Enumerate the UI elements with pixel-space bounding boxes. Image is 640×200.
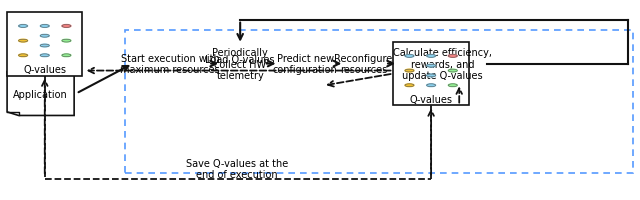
Circle shape	[62, 25, 71, 28]
Text: Save Q-values at the
end of execution: Save Q-values at the end of execution	[186, 158, 288, 179]
Text: Reconfigure
resources: Reconfigure resources	[334, 54, 392, 75]
Circle shape	[448, 55, 457, 58]
Circle shape	[405, 70, 414, 73]
Circle shape	[62, 40, 71, 43]
Circle shape	[427, 55, 436, 58]
Circle shape	[19, 25, 28, 28]
FancyBboxPatch shape	[7, 13, 83, 76]
Circle shape	[448, 70, 457, 73]
Circle shape	[405, 55, 414, 58]
Circle shape	[427, 65, 436, 68]
Text: Load Q-values: Load Q-values	[205, 54, 275, 64]
Polygon shape	[7, 72, 74, 116]
Text: Periodically
collect HW
telemetry: Periodically collect HW telemetry	[212, 48, 268, 81]
Circle shape	[448, 84, 457, 87]
FancyBboxPatch shape	[394, 42, 468, 106]
Circle shape	[19, 55, 28, 57]
Circle shape	[40, 35, 49, 38]
Circle shape	[427, 84, 436, 87]
Text: Calculate efficiency,
rewards, and
update Q-values: Calculate efficiency, rewards, and updat…	[393, 48, 492, 81]
Text: Application: Application	[13, 89, 68, 99]
Text: Predict new
configuration: Predict new configuration	[273, 54, 338, 75]
Circle shape	[40, 25, 49, 28]
Text: Start execution with
maximum resources: Start execution with maximum resources	[120, 54, 220, 75]
Circle shape	[40, 55, 49, 57]
Text: Q-values: Q-values	[410, 94, 452, 104]
Circle shape	[19, 40, 28, 43]
Text: Q-values: Q-values	[23, 64, 67, 74]
Circle shape	[62, 55, 71, 57]
Circle shape	[427, 75, 436, 77]
Circle shape	[405, 84, 414, 87]
Circle shape	[40, 45, 49, 48]
